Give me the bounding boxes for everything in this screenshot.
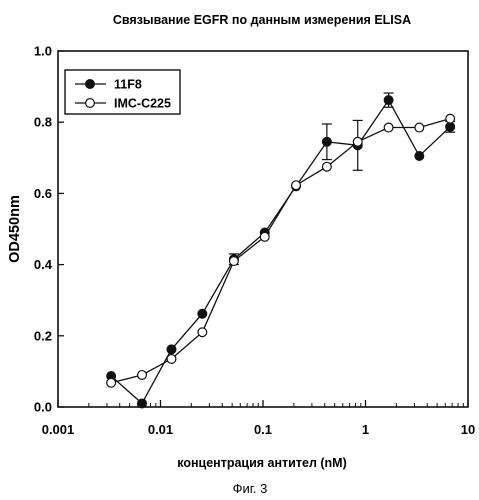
y-tick-label: 0.8 xyxy=(34,115,52,130)
legend: 11F8 IMC-C225 xyxy=(64,69,181,115)
data-series xyxy=(106,92,456,409)
point-imc-c225 xyxy=(352,136,363,147)
point-imc-c225 xyxy=(228,256,239,267)
point-11f8 xyxy=(137,398,148,409)
y-tick-label: 1.0 xyxy=(34,44,52,59)
point-imc-c225 xyxy=(291,180,302,191)
point-imc-c225 xyxy=(106,377,117,388)
x-tick-label: 0.1 xyxy=(254,422,272,437)
series-11f8 xyxy=(106,92,456,409)
y-tick-label: 0.0 xyxy=(34,400,52,415)
point-imc-c225 xyxy=(414,122,425,133)
x-tick-label: 0.01 xyxy=(148,422,173,437)
series-imc-c225 xyxy=(106,113,456,388)
x-tick-label: 10 xyxy=(461,422,475,437)
point-imc-c225 xyxy=(383,122,394,133)
y-tick-label: 0.4 xyxy=(34,257,53,272)
chart-title: Связывание EGFR по данным измерения ELIS… xyxy=(113,13,411,27)
y-tick-label: 0.2 xyxy=(34,328,52,343)
point-11f8 xyxy=(197,308,208,319)
x-tick-label: 1 xyxy=(362,422,369,437)
y-tick-label: 0.6 xyxy=(34,186,52,201)
point-11f8 xyxy=(166,344,177,355)
legend-label-11f8: 11F8 xyxy=(114,78,142,92)
point-11f8 xyxy=(414,151,425,162)
point-imc-c225 xyxy=(197,327,208,338)
point-imc-c225 xyxy=(137,369,148,380)
legend-marker-imc-c225 xyxy=(84,97,95,108)
point-imc-c225 xyxy=(321,161,332,172)
line-11f8 xyxy=(110,98,451,405)
x-axis-label: концентрация антител (nM) xyxy=(177,456,346,470)
point-imc-c225 xyxy=(259,231,270,242)
point-imc-c225 xyxy=(166,353,177,364)
point-11f8 xyxy=(321,136,332,147)
y-axis-ticks: 0.0 0.2 0.4 0.6 0.8 1.0 xyxy=(34,44,64,415)
legend-label-imc-c225: IMC-C225 xyxy=(114,97,171,111)
figure-caption: Фиг. 3 xyxy=(233,481,268,496)
point-imc-c225 xyxy=(445,113,456,124)
line-imc-c225 xyxy=(110,117,451,384)
x-tick-label: 0.001 xyxy=(42,422,75,437)
legend-marker-11f8 xyxy=(84,78,95,89)
legend-box xyxy=(64,69,181,115)
point-11f8 xyxy=(383,95,394,106)
x-axis-ticks: 0.001 0.01 0.1 1 10 xyxy=(42,400,475,437)
point-11f8 xyxy=(445,121,456,132)
y-axis-label: OD450nm xyxy=(7,195,23,263)
